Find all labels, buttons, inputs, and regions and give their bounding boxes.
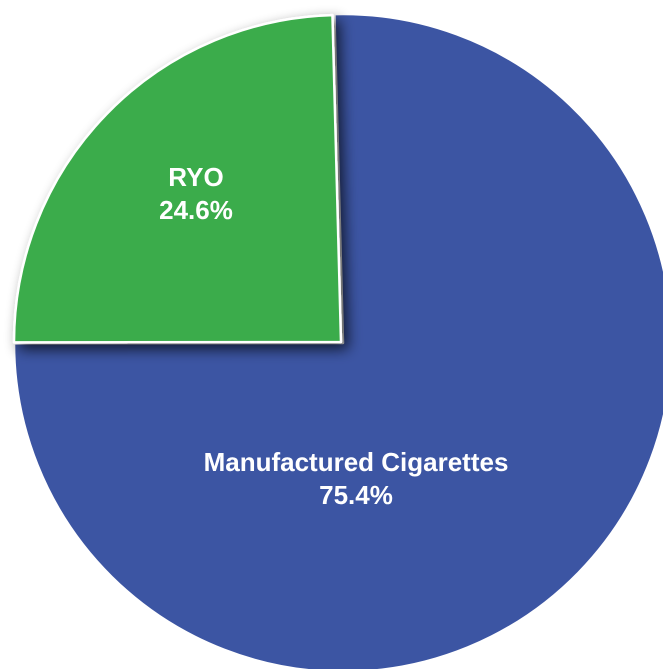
slice-value-manufactured-cigarettes: 75.4%: [319, 480, 393, 510]
slices-layer: [12, 12, 663, 669]
slice-value-ryo: 24.6%: [159, 195, 233, 225]
slice-name-manufactured-cigarettes: Manufactured Cigarettes: [204, 447, 509, 477]
pie-slice-manufactured-cigarettes: [12, 12, 663, 669]
slice-name-ryo: RYO: [168, 162, 223, 192]
pie-slice-ryo: [12, 13, 343, 344]
